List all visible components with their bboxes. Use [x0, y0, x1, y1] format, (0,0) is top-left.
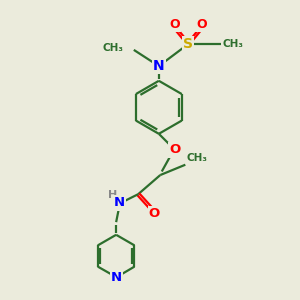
Text: N: N: [153, 59, 165, 73]
Text: H: H: [108, 190, 117, 200]
Text: S: S: [183, 37, 193, 51]
Text: O: O: [170, 18, 180, 32]
Text: O: O: [196, 18, 207, 32]
Text: CH₃: CH₃: [222, 39, 243, 49]
Text: N: N: [111, 271, 122, 284]
Text: CH₃: CH₃: [103, 44, 124, 53]
Text: N: N: [113, 196, 124, 209]
Text: CH₃: CH₃: [187, 153, 208, 163]
Text: O: O: [169, 143, 181, 157]
Text: O: O: [149, 207, 160, 220]
